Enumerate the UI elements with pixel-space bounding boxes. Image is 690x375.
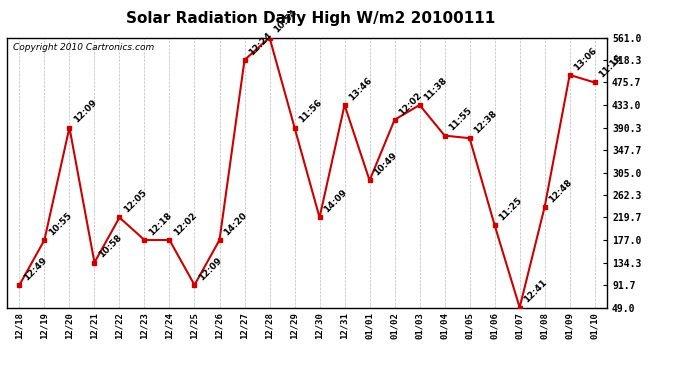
Text: 12:48: 12:48 <box>547 177 574 204</box>
Text: 11:25: 11:25 <box>497 196 524 222</box>
Text: 11:55: 11:55 <box>447 106 474 133</box>
Text: Copyright 2010 Cartronics.com: Copyright 2010 Cartronics.com <box>13 43 154 52</box>
Text: 14:20: 14:20 <box>222 211 249 237</box>
Text: 11:38: 11:38 <box>422 76 449 102</box>
Text: 13:46: 13:46 <box>347 75 374 102</box>
Text: 13:06: 13:06 <box>573 46 599 72</box>
Text: 12:38: 12:38 <box>473 109 499 135</box>
Text: 12:02: 12:02 <box>397 90 424 117</box>
Text: 10:55: 10:55 <box>47 211 74 237</box>
Text: 12:41: 12:41 <box>522 278 549 305</box>
Text: 12:05: 12:05 <box>122 188 149 215</box>
Text: 11:16: 11:16 <box>598 53 624 80</box>
Text: 12:24: 12:24 <box>247 30 274 57</box>
Text: 11:56: 11:56 <box>297 98 324 125</box>
Text: 12:49: 12:49 <box>22 255 49 282</box>
Text: Solar Radiation Daily High W/m2 20100111: Solar Radiation Daily High W/m2 20100111 <box>126 11 495 26</box>
Text: 12:02: 12:02 <box>172 211 199 237</box>
Text: 12:09: 12:09 <box>197 256 224 282</box>
Text: 12:18: 12:18 <box>147 211 174 237</box>
Text: 10:54: 10:54 <box>273 8 299 35</box>
Text: 10:49: 10:49 <box>373 151 399 178</box>
Text: 12:09: 12:09 <box>72 98 99 125</box>
Text: 10:58: 10:58 <box>97 233 124 260</box>
Text: 14:09: 14:09 <box>322 188 349 215</box>
